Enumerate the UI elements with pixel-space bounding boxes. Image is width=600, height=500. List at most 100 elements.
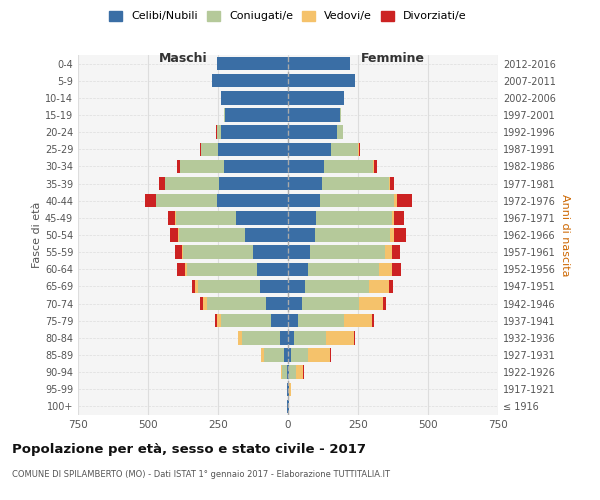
Bar [145, 194, 156, 207]
Bar [170, 228, 178, 241]
Bar [369, 280, 389, 293]
Text: Maschi: Maschi [158, 52, 208, 64]
Bar [308, 348, 330, 362]
Bar [288, 262, 308, 276]
Bar [180, 160, 224, 173]
Bar [242, 331, 280, 344]
Bar [390, 177, 394, 190]
Bar [245, 228, 288, 241]
Bar [394, 211, 404, 224]
Y-axis label: Fasce di età: Fasce di età [32, 202, 42, 268]
Bar [296, 366, 304, 379]
Bar [288, 228, 314, 241]
Bar [215, 314, 217, 328]
Bar [359, 297, 383, 310]
Bar [262, 348, 264, 362]
Bar [389, 177, 390, 190]
Bar [221, 126, 288, 139]
Bar [199, 280, 260, 293]
Bar [283, 366, 287, 379]
Legend: Celibi/Nubili, Coniugati/e, Vedovi/e, Divorziati/e: Celibi/Nubili, Coniugati/e, Vedovi/e, Di… [109, 10, 467, 22]
Bar [385, 246, 392, 259]
Bar [379, 262, 392, 276]
Bar [288, 297, 302, 310]
Bar [212, 74, 288, 88]
Bar [344, 314, 372, 328]
Bar [288, 348, 291, 362]
Bar [359, 142, 360, 156]
Bar [288, 57, 350, 70]
Bar [176, 211, 236, 224]
Bar [264, 348, 284, 362]
Bar [354, 331, 355, 344]
Bar [293, 331, 326, 344]
Bar [372, 314, 374, 328]
Bar [340, 108, 341, 122]
Bar [288, 280, 305, 293]
Bar [260, 280, 288, 293]
Bar [207, 297, 266, 310]
Bar [224, 108, 225, 122]
Bar [298, 314, 344, 328]
Bar [289, 382, 291, 396]
Bar [165, 177, 220, 190]
Bar [182, 246, 183, 259]
Bar [175, 246, 182, 259]
Bar [288, 160, 325, 173]
Bar [179, 228, 245, 241]
Bar [394, 228, 406, 241]
Bar [224, 160, 288, 173]
Bar [200, 142, 201, 156]
Bar [288, 177, 322, 190]
Bar [281, 366, 283, 379]
Bar [266, 297, 288, 310]
Bar [288, 126, 337, 139]
Bar [271, 314, 288, 328]
Bar [316, 211, 392, 224]
Bar [308, 262, 379, 276]
Bar [253, 246, 288, 259]
Bar [201, 142, 218, 156]
Bar [291, 348, 308, 362]
Bar [187, 262, 257, 276]
Bar [389, 280, 393, 293]
Bar [287, 366, 288, 379]
Bar [310, 246, 385, 259]
Bar [185, 262, 187, 276]
Bar [238, 331, 242, 344]
Bar [169, 211, 175, 224]
Bar [220, 177, 288, 190]
Bar [200, 297, 203, 310]
Bar [288, 331, 293, 344]
Bar [288, 314, 298, 328]
Bar [397, 194, 412, 207]
Bar [288, 74, 355, 88]
Bar [288, 246, 310, 259]
Bar [305, 280, 369, 293]
Bar [217, 194, 288, 207]
Bar [390, 228, 394, 241]
Bar [157, 194, 217, 207]
Bar [178, 228, 179, 241]
Bar [288, 108, 340, 122]
Bar [374, 160, 377, 173]
Bar [284, 348, 288, 362]
Bar [288, 366, 289, 379]
Bar [325, 160, 373, 173]
Text: COMUNE DI SPILAMBERTO (MO) - Dati ISTAT 1° gennaio 2017 - Elaborazione TUTTITALI: COMUNE DI SPILAMBERTO (MO) - Dati ISTAT … [12, 470, 390, 479]
Bar [280, 331, 288, 344]
Bar [302, 297, 359, 310]
Bar [383, 297, 386, 310]
Bar [288, 194, 320, 207]
Bar [183, 246, 253, 259]
Bar [289, 366, 296, 379]
Bar [217, 314, 221, 328]
Bar [192, 280, 195, 293]
Bar [288, 91, 344, 104]
Bar [392, 262, 401, 276]
Bar [203, 297, 207, 310]
Bar [392, 246, 400, 259]
Bar [159, 177, 164, 190]
Bar [394, 194, 397, 207]
Bar [392, 211, 394, 224]
